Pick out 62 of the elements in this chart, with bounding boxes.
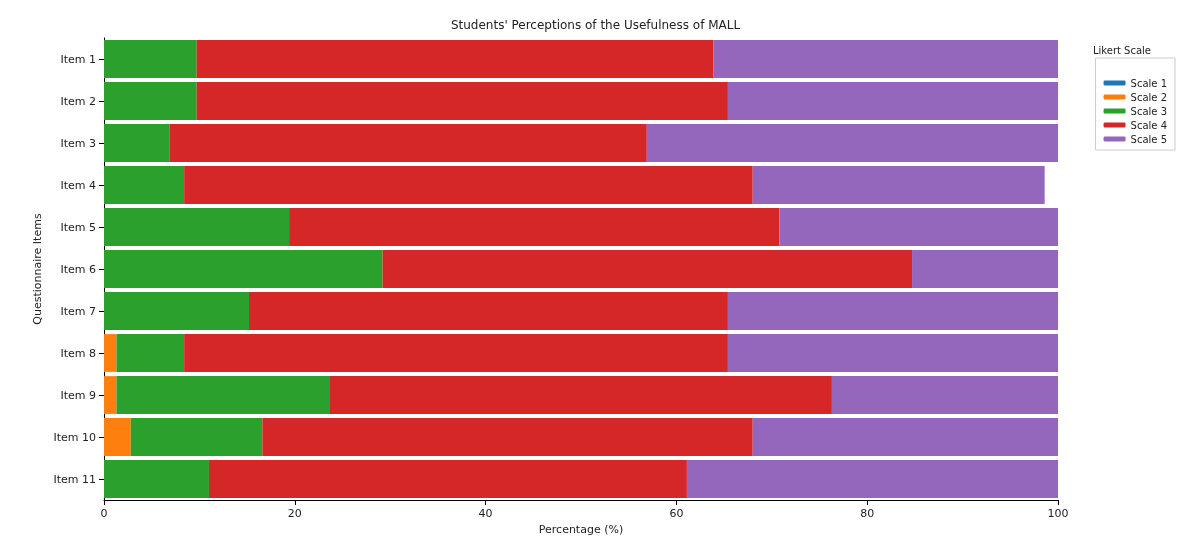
bar <box>196 82 728 120</box>
bar <box>104 40 197 78</box>
y-tick-label: Item 6 <box>60 262 96 276</box>
y-tick-label: Item 4 <box>60 178 96 192</box>
bar <box>104 124 170 162</box>
bar <box>116 334 185 372</box>
legend-label: Scale 5 <box>1130 133 1168 145</box>
bar <box>727 292 1058 330</box>
bar <box>184 166 753 204</box>
bar <box>104 292 250 330</box>
bar <box>831 376 1058 414</box>
legend-label: Scale 1 <box>1130 77 1168 89</box>
y-tick-label: Item 1 <box>60 52 96 66</box>
y-tick-label: Item 7 <box>60 304 96 318</box>
bar <box>104 166 185 204</box>
y-tick-label: Item 9 <box>60 388 96 402</box>
x-tick-label: 20 <box>287 507 302 520</box>
x-axis-title: Percentage (%) <box>538 522 624 536</box>
bar <box>130 418 263 456</box>
y-tick-label: Item 5 <box>60 220 96 234</box>
bar <box>104 334 117 372</box>
bar <box>104 418 131 456</box>
bar <box>912 250 1058 288</box>
chart-title: Students' Perceptions of the Usefulness of MALL <box>450 18 741 32</box>
bar <box>713 40 1058 78</box>
bar <box>104 250 383 288</box>
bar <box>289 208 780 246</box>
bar <box>104 376 117 414</box>
bar <box>196 40 714 78</box>
bar <box>184 334 728 372</box>
bar <box>104 208 290 246</box>
legend-label: Scale 4 <box>1130 119 1168 131</box>
bar <box>329 376 832 414</box>
bar <box>752 166 1045 204</box>
bar <box>686 460 1058 498</box>
x-tick-label: 0 <box>100 507 108 520</box>
legend-label: Scale 3 <box>1130 105 1168 117</box>
bar <box>752 418 1058 456</box>
y-axis-title: Questionnaire Items <box>30 213 44 325</box>
bar <box>169 124 647 162</box>
bar <box>249 292 728 330</box>
legend-title: Likert Scale <box>1092 44 1152 56</box>
bar <box>727 82 1058 120</box>
bar <box>262 418 753 456</box>
bar <box>646 124 1058 162</box>
bar <box>382 250 913 288</box>
bar <box>104 460 209 498</box>
bar <box>104 82 197 120</box>
x-tick-label: 60 <box>669 507 684 520</box>
y-tick-label: Item 10 <box>53 430 96 444</box>
bar <box>779 208 1058 246</box>
x-tick-label: 100 <box>1047 507 1069 520</box>
legend-label: Scale 2 <box>1130 91 1168 103</box>
x-tick-label: 40 <box>478 507 493 520</box>
y-tick-label: Item 8 <box>60 346 96 360</box>
bar <box>116 376 330 414</box>
y-tick-label: Item 3 <box>60 136 96 150</box>
y-tick-label: Item 2 <box>60 94 96 108</box>
bar <box>208 460 687 498</box>
x-tick-label: 80 <box>860 507 875 520</box>
bar <box>727 334 1058 372</box>
y-tick-label: Item 11 <box>53 472 96 486</box>
